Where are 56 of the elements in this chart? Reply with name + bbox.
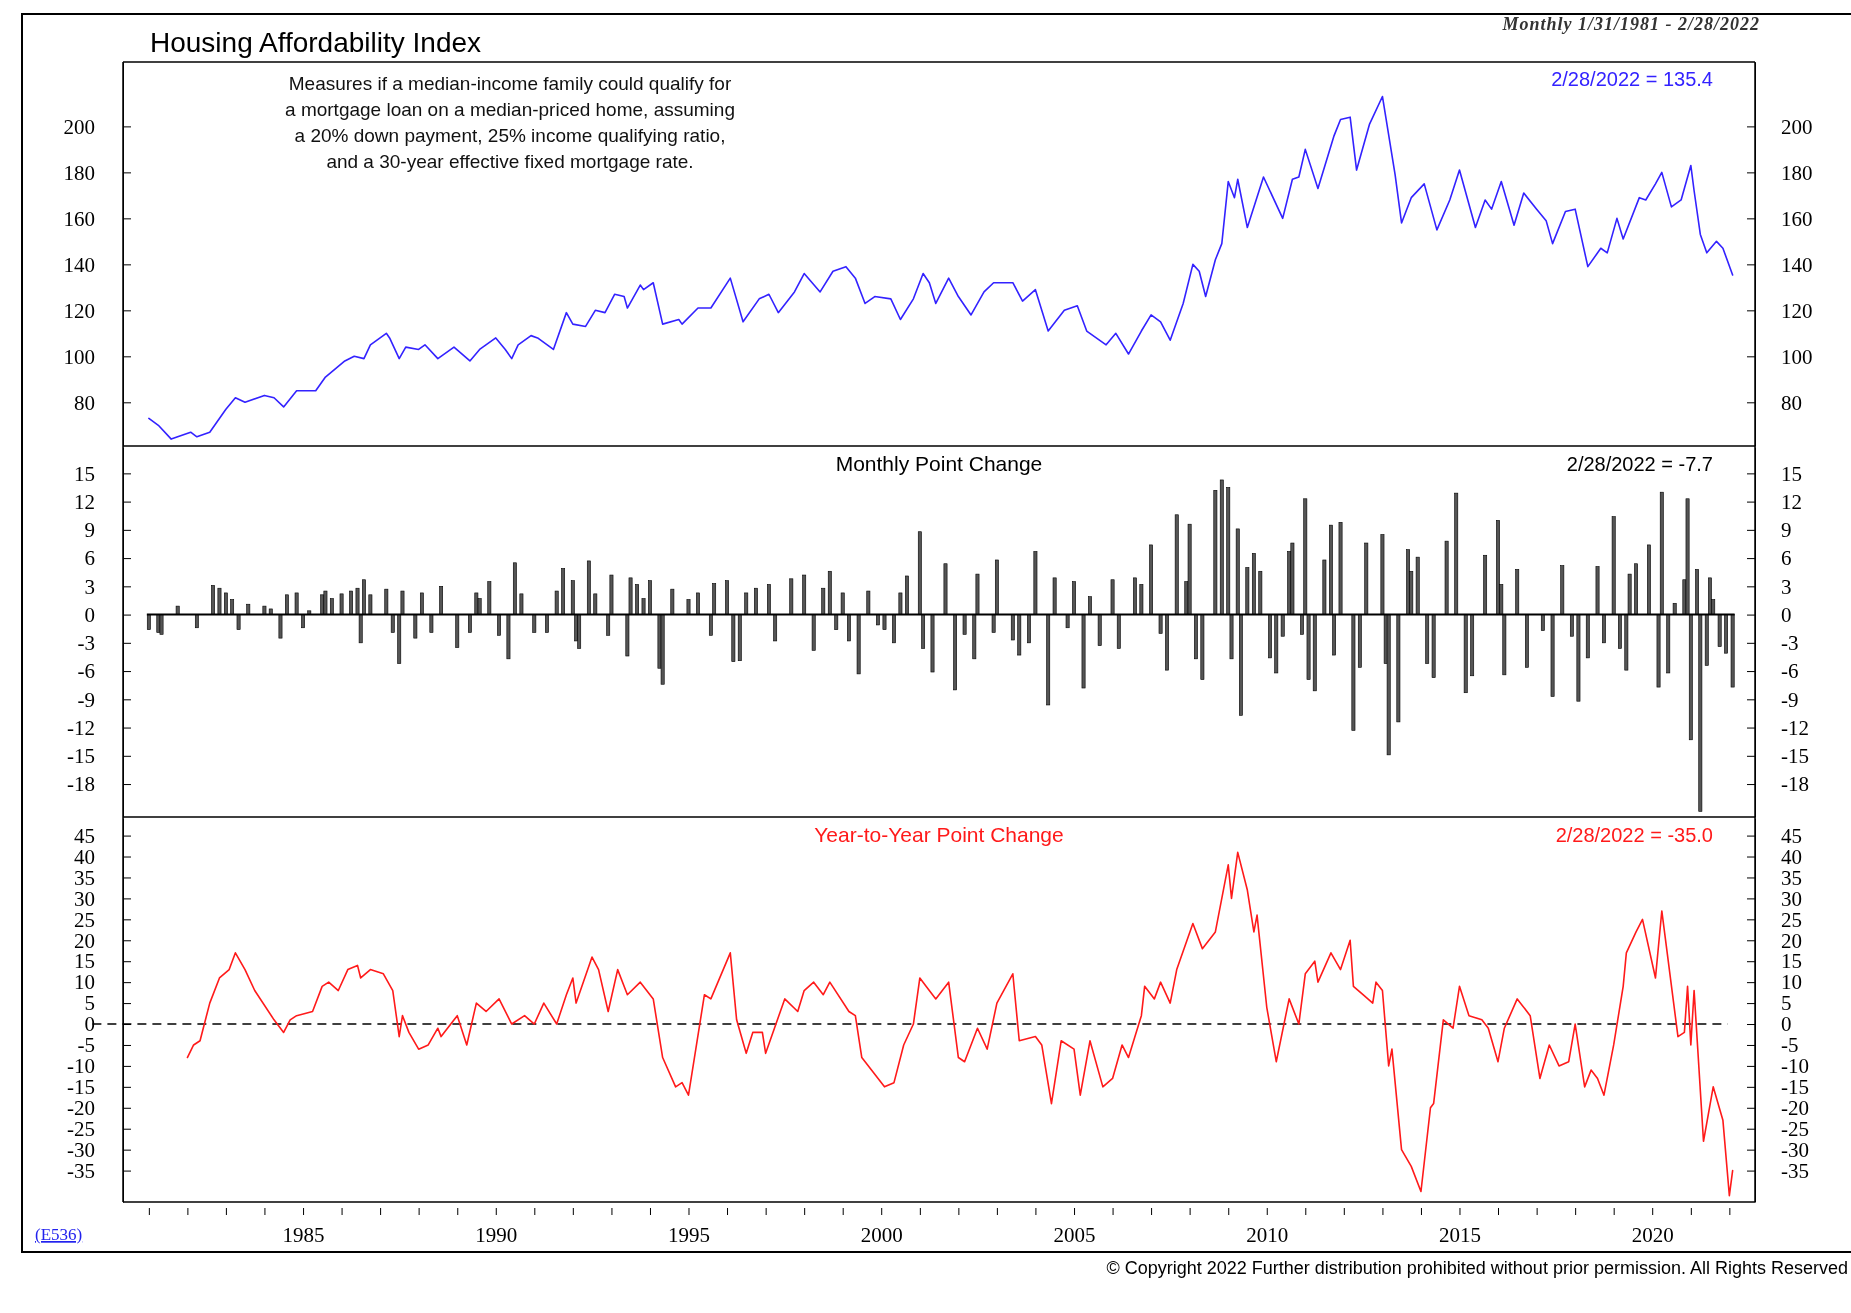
y-tick-label: 80 xyxy=(74,390,95,415)
chart-subtitle: Monthly 1/31/1981 - 2/28/2022 xyxy=(1501,14,1760,34)
y2-tick-label: 120 xyxy=(1781,298,1813,323)
text: (E536) xyxy=(35,1225,83,1244)
y-tick-label: 6 xyxy=(84,546,95,571)
y-tick-label: 3 xyxy=(84,574,95,599)
y-tick-label: 15 xyxy=(74,461,95,486)
y-tick-label: -15 xyxy=(67,744,95,769)
x-tick-label: 2005 xyxy=(1053,1222,1096,1247)
x-tick-label: 1985 xyxy=(282,1222,325,1247)
y2-tick-label: 9 xyxy=(1781,518,1792,543)
y-tick-label: 120 xyxy=(63,298,95,323)
y2-tick-label: -6 xyxy=(1781,659,1799,684)
x-tick-label: 2020 xyxy=(1631,1222,1674,1247)
y-tick-label: 0 xyxy=(84,602,95,627)
y-tick-label: 200 xyxy=(63,114,95,139)
y-tick-label: -18 xyxy=(67,772,95,797)
y2-tick-label: 200 xyxy=(1781,114,1813,139)
annotation: 2/28/2022 = -7.7 xyxy=(1566,453,1713,475)
x-tick-label: 1995 xyxy=(668,1222,710,1247)
text: © Copyright 2022 Further distribution prohibited without prior permission. All Rights Reserved xyxy=(1106,1258,1848,1278)
y-tick-label: 100 xyxy=(63,344,95,369)
annotation: Measures if a median-income family could qualify for a mortgage loan on a median-priced home, assuming a 20% down payment, 25% income qualifying ratio, and a 30-year effective fixed mortgage rate. xyxy=(285,73,735,172)
y2-tick-label: -3 xyxy=(1781,631,1799,656)
y-tick-label: 9 xyxy=(84,518,95,543)
y2-tick-label: 0 xyxy=(1781,602,1792,627)
y-tick-label: -12 xyxy=(67,715,95,740)
y2-tick-label: -18 xyxy=(1781,772,1809,797)
annotation: 2/28/2022 = 135.4 xyxy=(1551,68,1713,90)
y2-tick-label: 6 xyxy=(1781,546,1792,571)
y2-tick-label: 100 xyxy=(1781,344,1813,369)
chart-title: Housing Affordability Index xyxy=(150,27,482,58)
y-tick-label: -9 xyxy=(77,687,95,712)
y2-tick-label: -12 xyxy=(1781,715,1809,740)
y-tick-label: 140 xyxy=(63,252,95,277)
y2-tick-label: -9 xyxy=(1781,687,1799,712)
y-tick-label: 160 xyxy=(63,206,95,231)
chart-title: Year-to-Year Point Change xyxy=(814,823,1064,846)
y2-tick-label: 180 xyxy=(1781,160,1813,185)
y-tick-label: -6 xyxy=(77,659,95,684)
y2-tick-label: 160 xyxy=(1781,206,1813,231)
x-tick-label: 1990 xyxy=(475,1222,518,1247)
y2-tick-label: -15 xyxy=(1781,744,1809,769)
y-tick-label: 180 xyxy=(63,160,95,185)
y2-tick-label: 80 xyxy=(1781,390,1802,415)
y2-tick-label: 12 xyxy=(1781,489,1802,514)
x-tick-label: 2000 xyxy=(860,1222,903,1247)
x-tick-label: 2010 xyxy=(1246,1222,1289,1247)
y-tick-label: -3 xyxy=(77,631,95,656)
chart-title: Monthly Point Change xyxy=(835,452,1043,475)
y2-tick-label: 140 xyxy=(1781,252,1813,277)
x-tick-label: 2015 xyxy=(1438,1222,1481,1247)
y2-tick-label: 3 xyxy=(1781,574,1792,599)
y2-tick-label: 15 xyxy=(1781,461,1802,486)
y-tick-label: 12 xyxy=(74,489,95,514)
annotation: 2/28/2022 = -35.0 xyxy=(1555,824,1713,846)
